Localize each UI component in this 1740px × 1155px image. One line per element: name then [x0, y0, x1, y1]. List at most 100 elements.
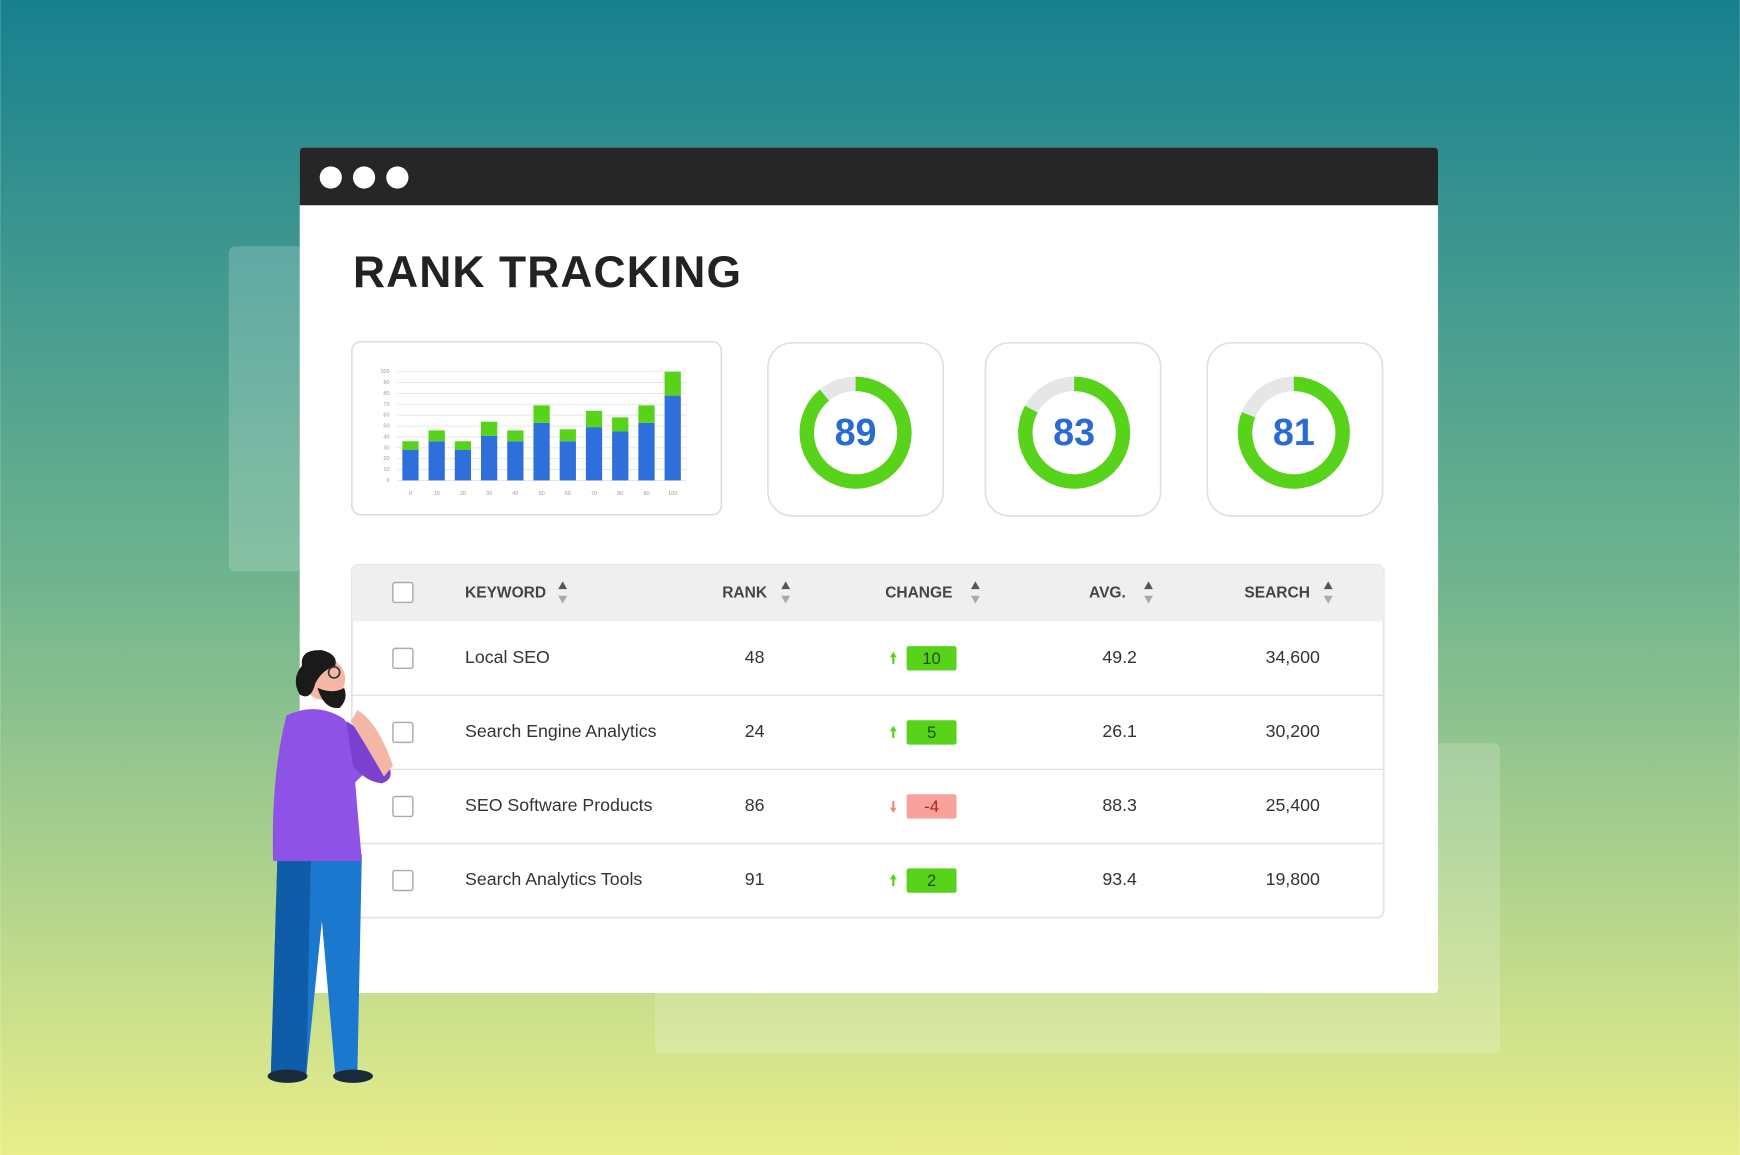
checkbox[interactable] — [392, 869, 414, 892]
title-bar — [299, 147, 1439, 206]
bar — [638, 405, 655, 423]
sort-up — [1323, 581, 1333, 590]
person-illustration — [267, 650, 393, 1083]
gauge-card — [984, 342, 1162, 517]
y-tick-label: 40 — [383, 434, 389, 440]
pants-shade — [270, 854, 311, 1075]
y-tick-label: 100 — [380, 369, 389, 375]
change-badge — [906, 794, 957, 819]
bar — [638, 422, 655, 481]
sort-up — [1144, 581, 1153, 590]
y-tick-label: 70 — [383, 402, 389, 408]
glasses — [327, 665, 341, 679]
y-tick-label: 10 — [383, 467, 389, 473]
bar — [585, 427, 603, 481]
gauge-value: 83 — [1053, 411, 1095, 453]
window-dot[interactable] — [352, 166, 376, 189]
bar — [559, 429, 576, 442]
x-tick-label: 80 — [617, 491, 623, 497]
gauge-card — [1206, 342, 1384, 517]
arm — [350, 710, 393, 777]
bar — [664, 395, 681, 481]
checkbox[interactable] — [392, 647, 414, 670]
shirt — [272, 709, 373, 861]
table-header — [351, 564, 1384, 622]
window-dot[interactable] — [386, 166, 409, 189]
shoe — [267, 1069, 308, 1083]
average: 26.1 — [1102, 721, 1137, 741]
search-volume: 25,400 — [1266, 795, 1320, 815]
search-volume: 30,200 — [1266, 721, 1320, 741]
gauge-value: 81 — [1273, 411, 1315, 453]
x-tick-label: 60 — [565, 491, 571, 497]
bar — [454, 449, 472, 481]
sort-up — [558, 581, 568, 590]
gauge-arc — [1018, 376, 1131, 489]
checkbox[interactable] — [392, 721, 414, 744]
sort-down — [558, 595, 568, 604]
page-title: RANK TRACKING — [353, 248, 742, 297]
y-tick-label: 20 — [383, 456, 389, 462]
column-header[interactable]: AVG. — [1089, 585, 1126, 602]
change: -4 — [924, 797, 939, 816]
bar — [585, 410, 603, 428]
y-tick-label: 80 — [383, 391, 389, 397]
arrow-down — [889, 800, 897, 814]
x-tick-label: 70 — [591, 491, 597, 497]
y-tick-label: 50 — [383, 424, 389, 430]
column-header[interactable]: RANK — [722, 585, 768, 602]
keyword: Search Analytics Tools — [465, 869, 642, 889]
rank: 24 — [745, 721, 765, 741]
bar — [454, 441, 472, 450]
gauge-arc — [799, 376, 912, 489]
rank: 91 — [745, 869, 765, 889]
backdrop-panel — [228, 246, 318, 572]
x-tick-label: 20 — [460, 491, 466, 497]
keyword: Search Engine Analytics — [465, 721, 657, 741]
bar — [533, 422, 550, 481]
table — [351, 563, 1385, 919]
change-badge — [906, 646, 957, 671]
column-header[interactable]: SEARCH — [1244, 585, 1310, 602]
checkbox[interactable] — [392, 795, 414, 818]
y-tick-label: 30 — [383, 445, 389, 451]
bar — [428, 441, 445, 481]
bar — [481, 435, 498, 481]
x-tick-label: 50 — [539, 491, 545, 497]
search-volume: 34,600 — [1266, 647, 1320, 667]
bar — [559, 441, 576, 481]
average: 49.2 — [1102, 647, 1137, 667]
sort-up — [970, 581, 980, 590]
content-layer: 0 10 20 30 40 50 60 70 80 90 100 0 10 20 30 40 50 60 70 80 9… — [351, 369, 1384, 893]
column-header[interactable]: CHANGE — [885, 585, 952, 602]
bar — [481, 421, 498, 436]
y-tick-label: 0 — [387, 478, 390, 484]
window-dot[interactable] — [319, 166, 342, 189]
bar — [428, 430, 445, 442]
bar — [402, 441, 419, 450]
gauge-value: 89 — [835, 411, 877, 453]
x-tick-label: 30 — [486, 491, 492, 497]
x-tick-label: 90 — [643, 491, 649, 497]
checkbox[interactable] — [392, 581, 414, 604]
bar — [507, 441, 524, 481]
change: 10 — [922, 649, 941, 668]
arrow-up — [889, 651, 897, 664]
column-header[interactable]: KEYWORD — [465, 585, 546, 602]
average: 93.4 — [1102, 869, 1137, 889]
bar — [664, 371, 681, 396]
sort-down — [1144, 595, 1153, 604]
change: 5 — [927, 723, 936, 742]
hair — [295, 650, 336, 697]
arrow-up — [889, 725, 897, 738]
shoe — [332, 1069, 373, 1083]
bar — [533, 405, 550, 423]
change-badge — [906, 868, 957, 893]
sort-down — [781, 595, 791, 604]
bar — [612, 417, 629, 432]
rank: 48 — [745, 647, 765, 667]
sort-up — [781, 581, 791, 590]
keyword: SEO Software Products — [465, 795, 653, 815]
